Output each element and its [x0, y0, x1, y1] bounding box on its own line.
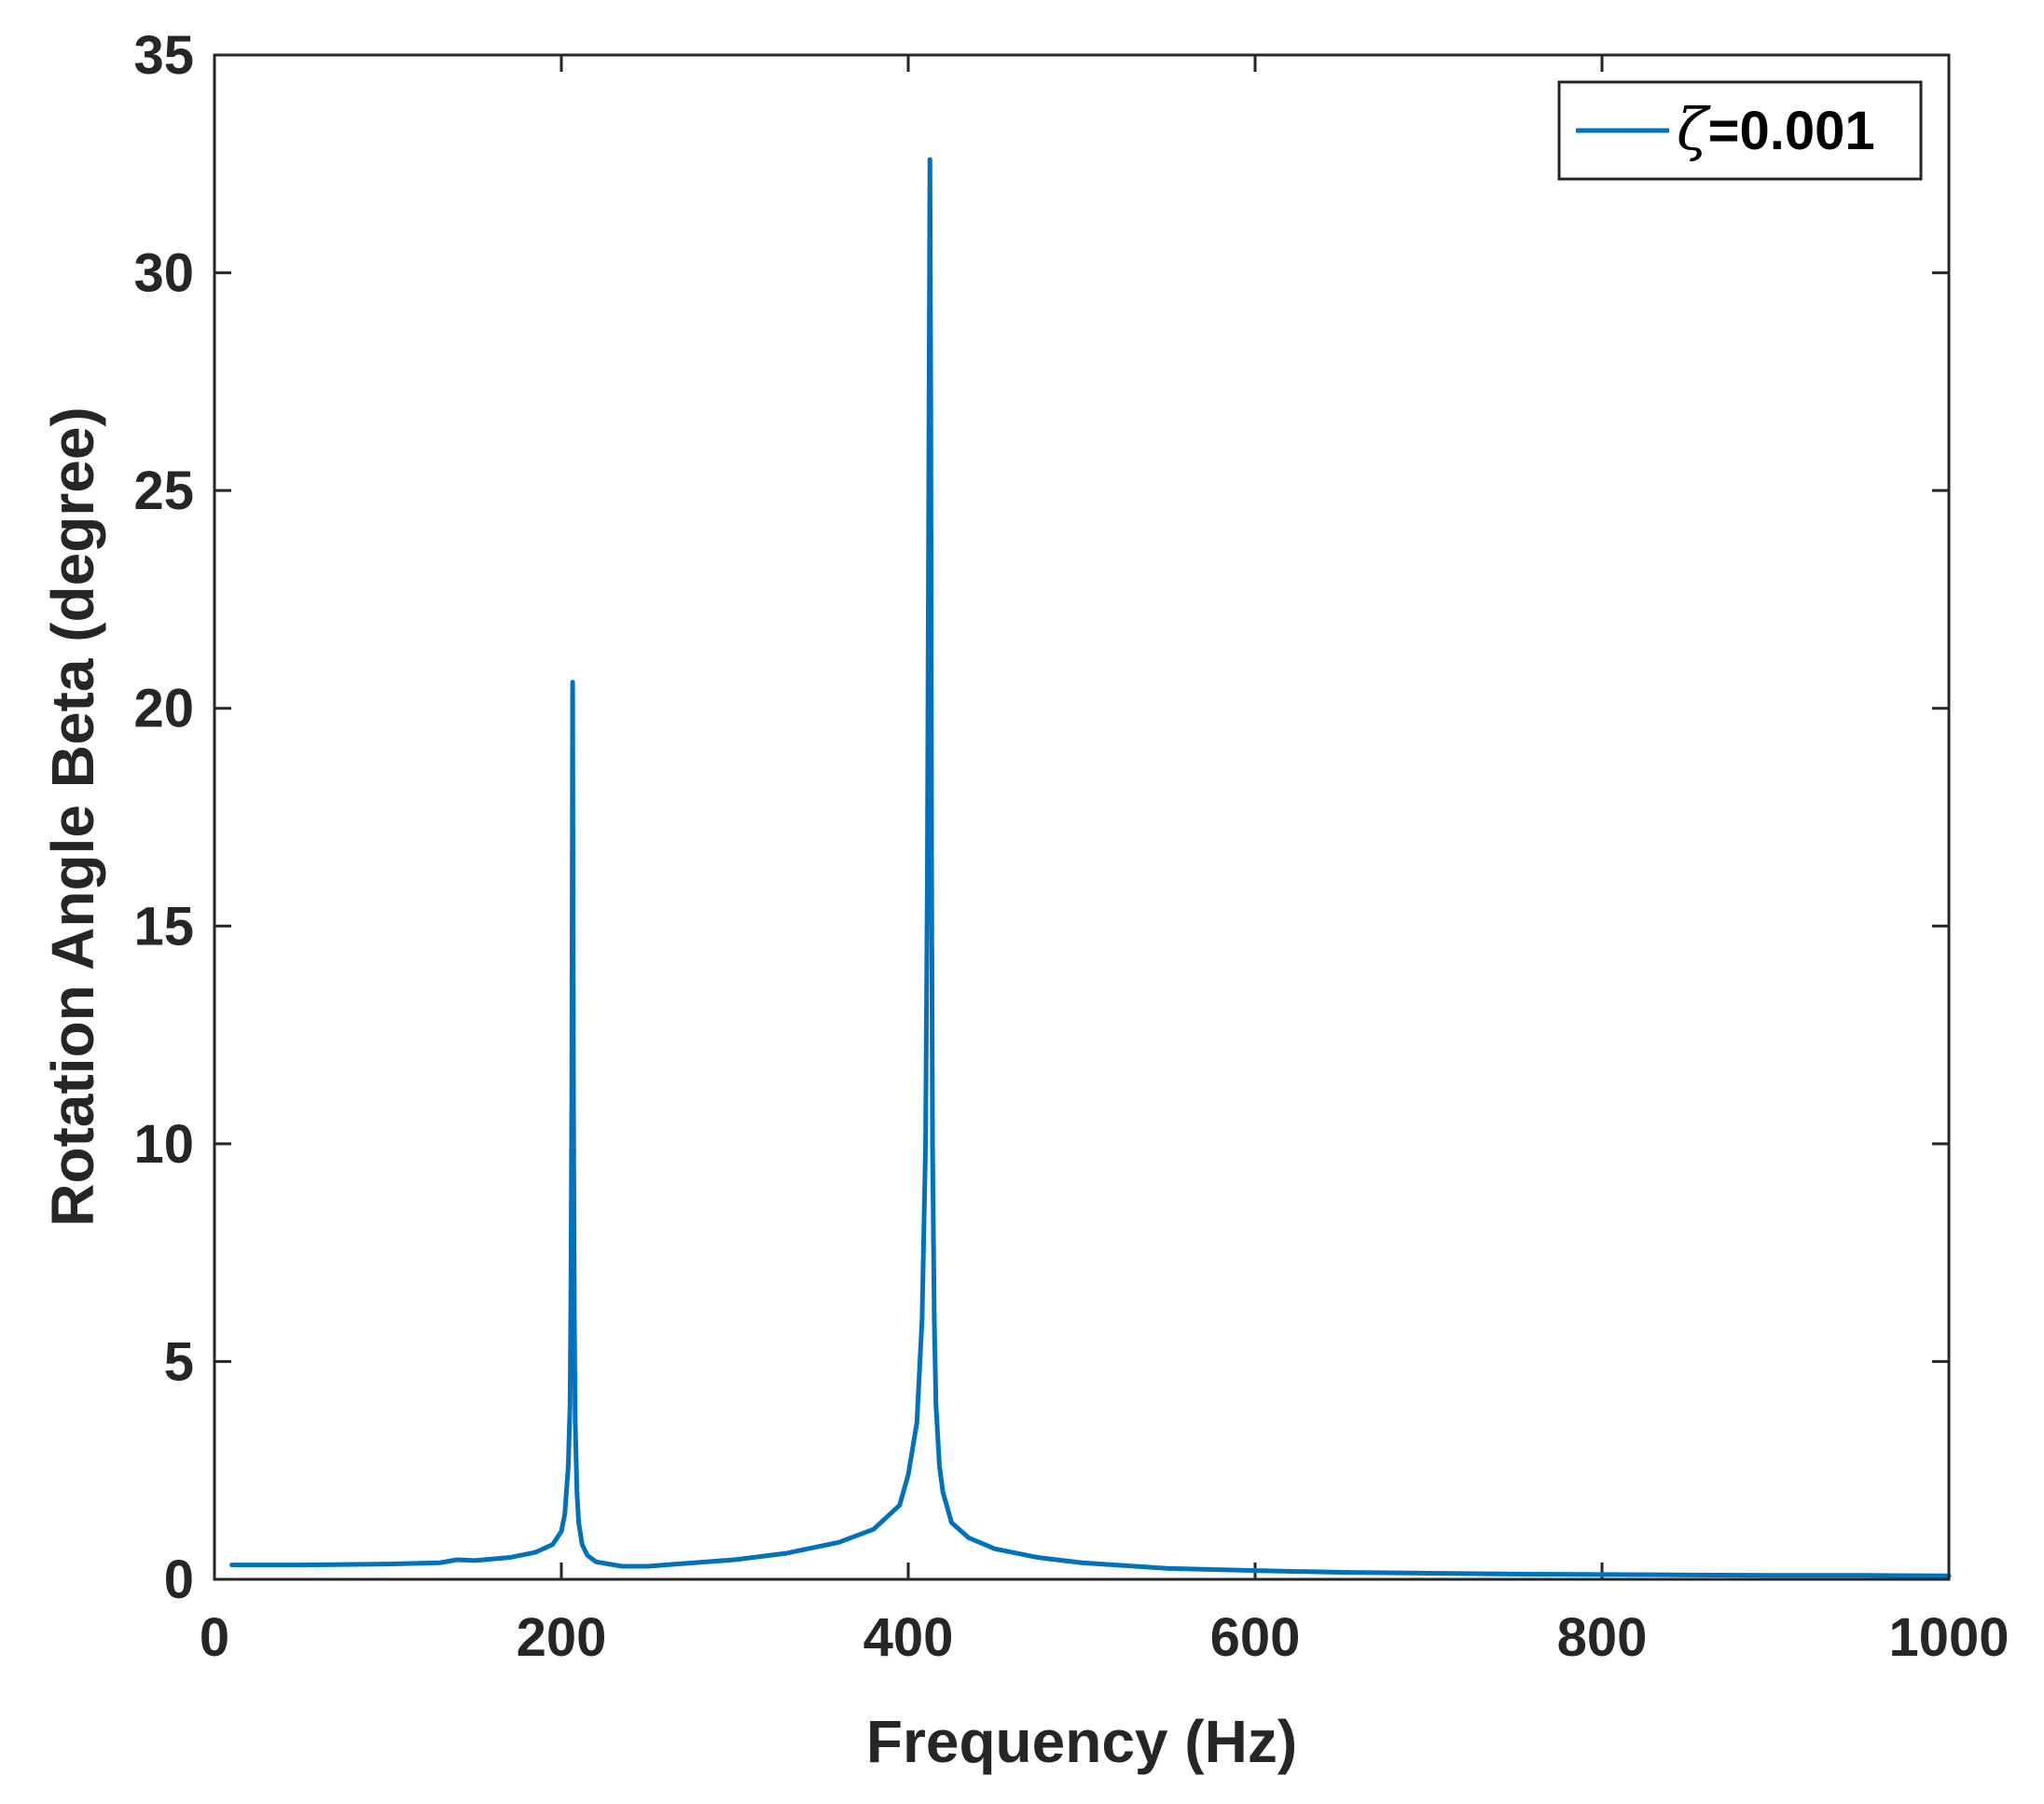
legend: ζ=0.001	[1557, 80, 1923, 181]
legend-entry: ζ=0.001	[1677, 95, 1875, 163]
legend-symbol: ζ	[1677, 95, 1711, 163]
x-tick-label: 600	[1210, 1607, 1301, 1668]
x-tick-label: 1000	[1888, 1607, 2009, 1668]
x-tick-label: 200	[517, 1607, 607, 1668]
plot-area	[214, 55, 1949, 1579]
y-tick-label: 5	[164, 1331, 194, 1392]
x-tick-label: 800	[1557, 1607, 1648, 1668]
x-tick-label: 0	[200, 1607, 229, 1668]
x-axis-label: Frequency (Hz)	[866, 1708, 1297, 1775]
y-tick-label: 25	[133, 461, 194, 521]
y-tick-label: 10	[133, 1114, 194, 1175]
y-axis-label: Rotation Angle Beta (degree)	[39, 406, 106, 1226]
tick-labels: 0 200 400 600 800 1000 0 5 10 15 20 25 30 35	[133, 25, 2009, 1668]
series-line	[229, 157, 1952, 1578]
x-tick-label: 400	[863, 1607, 954, 1668]
y-tick-label: 0	[164, 1549, 194, 1610]
series-layer	[229, 157, 1952, 1578]
y-tick-label: 20	[133, 679, 194, 739]
legend-value: =0.001	[1708, 101, 1875, 161]
y-tick-label: 30	[133, 243, 194, 304]
y-tick-label: 15	[133, 896, 194, 957]
y-tick-label: 35	[133, 25, 194, 86]
plot-frame	[213, 53, 1951, 1581]
